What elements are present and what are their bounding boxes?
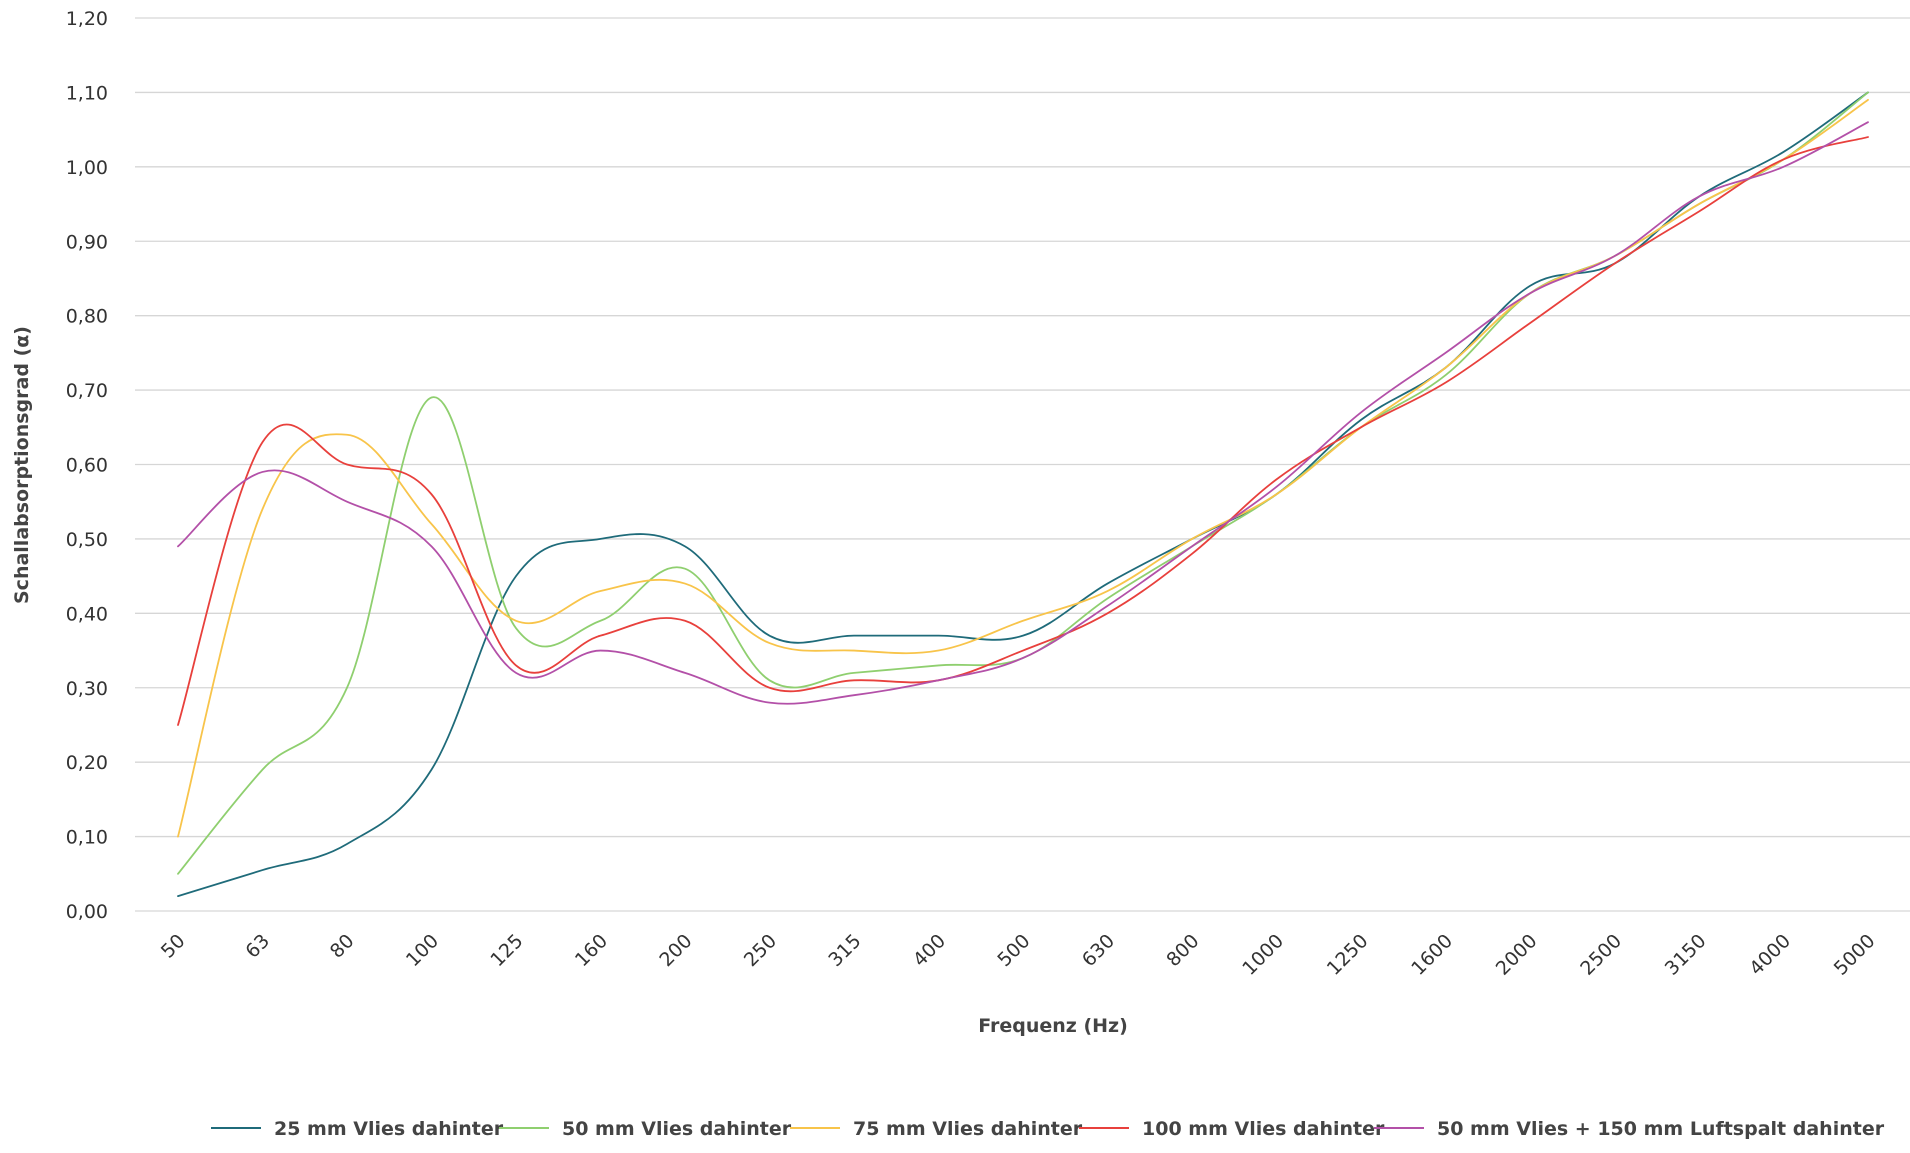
y-tick-label: 0,80 xyxy=(66,306,108,328)
series-line-5 xyxy=(177,121,1869,705)
x-tick-label: 800 xyxy=(1162,930,1203,971)
y-tick-label: 0,10 xyxy=(66,827,108,849)
y-tick-label: 0,50 xyxy=(66,529,108,551)
x-tick-label: 63 xyxy=(241,930,274,963)
x-tick-label: 4000 xyxy=(1745,930,1795,980)
series-line-1 xyxy=(177,91,1869,898)
legend-item-label: 100 mm Vlies dahinter xyxy=(1142,1118,1385,1140)
series-line-2 xyxy=(177,91,1869,875)
y-tick-label: 0,70 xyxy=(66,380,108,402)
y-tick-label: 0,40 xyxy=(66,603,108,625)
x-axis-ticks: 50 63 80 100 125 160 200 250 315 400 500 630 800 1000… xyxy=(157,930,1880,980)
legend-item-label: 75 mm Vlies dahinter xyxy=(853,1118,1083,1140)
x-tick-label: 630 xyxy=(1078,930,1119,971)
x-tick-label: 3150 xyxy=(1661,930,1711,980)
legend-item-label: 50 mm Vlies dahinter xyxy=(562,1118,792,1140)
x-tick-label: 1600 xyxy=(1407,930,1457,980)
series-line-4 xyxy=(177,136,1869,726)
legend: 25 mm Vlies dahinter 50 mm Vlies dahinter… xyxy=(211,1118,1885,1140)
x-tick-label: 80 xyxy=(326,930,359,963)
x-axis-title: Frequenz (Hz) xyxy=(978,1015,1128,1037)
x-tick-label: 250 xyxy=(740,930,781,971)
x-tick-label: 1250 xyxy=(1323,930,1373,980)
y-axis-ticks: 0,00 0,10 0,20 0,30 0,40 0,50 0,60 0,70 0,80 0,90… xyxy=(66,8,108,923)
x-tick-label: 160 xyxy=(571,930,612,971)
x-tick-label: 50 xyxy=(157,930,190,963)
y-tick-label: 0,20 xyxy=(66,752,108,774)
y-tick-label: 1,00 xyxy=(66,157,108,179)
y-tick-label: 0,00 xyxy=(66,901,108,923)
y-tick-label: 0,30 xyxy=(66,678,108,700)
x-tick-label: 315 xyxy=(824,930,865,971)
x-tick-label: 400 xyxy=(909,930,950,971)
x-tick-label: 2000 xyxy=(1492,930,1542,980)
series-lines xyxy=(177,91,1869,898)
x-tick-label: 100 xyxy=(402,930,443,971)
x-tick-label: 200 xyxy=(655,930,696,971)
y-tick-label: 1,20 xyxy=(66,8,108,30)
x-tick-label: 125 xyxy=(486,930,527,971)
x-tick-label: 1000 xyxy=(1238,930,1288,980)
y-tick-label: 0,90 xyxy=(66,231,108,253)
y-axis-title: Schallabsorptionsgrad (α) xyxy=(11,326,33,604)
grid-lines xyxy=(135,17,1910,912)
x-tick-label: 5000 xyxy=(1830,930,1880,980)
legend-item-label: 25 mm Vlies dahinter xyxy=(274,1118,504,1140)
legend-item-label: 50 mm Vlies + 150 mm Luftspalt dahinter xyxy=(1437,1118,1885,1140)
series-line-3 xyxy=(177,98,1869,838)
x-tick-label: 500 xyxy=(993,930,1034,971)
x-tick-label: 2500 xyxy=(1576,930,1626,980)
y-tick-label: 0,60 xyxy=(66,455,108,477)
y-tick-label: 1,10 xyxy=(66,82,108,104)
